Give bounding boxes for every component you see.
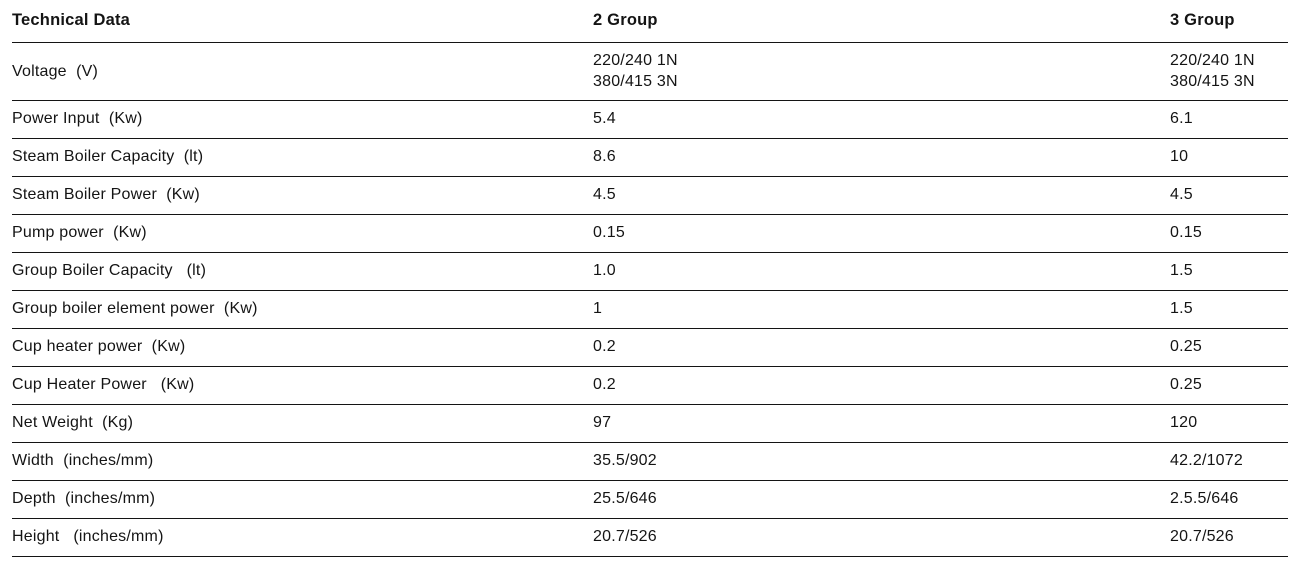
value-3-group: 120: [1170, 414, 1198, 431]
value-2-group: 0.2: [593, 376, 616, 393]
row-label: Power Input (Kw): [12, 110, 143, 127]
value-2-group: 20.7/526: [593, 528, 657, 545]
table-row: Cup heater power (Kw) 0.2 0.25: [12, 328, 1288, 366]
row-label: Height (inches/mm): [12, 528, 164, 545]
value-2-group: 1.0: [593, 262, 616, 279]
value-3-group: 1.5: [1170, 300, 1193, 317]
table-row: Net Weight (Kg) 97 120: [12, 404, 1288, 442]
column-header-2-group: 2 Group: [593, 11, 658, 30]
table-row: Width (inches/mm) 35.5/902 42.2/1072: [12, 442, 1288, 480]
table-row: Pump power (Kw) 0.15 0.15: [12, 214, 1288, 252]
row-label: Steam Boiler Capacity (lt): [12, 148, 204, 165]
technical-data-table: Technical Data 2 Group 3 Group Voltage (…: [12, 0, 1288, 557]
table-row: Depth (inches/mm) 25.5/646 2.5.5/646: [12, 480, 1288, 518]
row-label: Pump power (Kw): [12, 224, 147, 241]
value-3-group: 0.15: [1170, 224, 1202, 241]
table-row: Voltage (V) 220/240 1N 380/415 3N 220/240 …: [12, 42, 1288, 100]
table-row: Height (inches/mm) 20.7/526 20.7/526: [12, 518, 1288, 556]
row-label: Depth (inches/mm): [12, 490, 156, 507]
table-row: Group boiler element power (Kw) 1 1.5: [12, 290, 1288, 328]
value-3-group: 0.25: [1170, 376, 1202, 393]
value-3-group: 4.5: [1170, 186, 1193, 203]
value-2-group: 35.5/902: [593, 452, 657, 469]
value-3-group: 42.2/1072: [1170, 452, 1243, 469]
table-row: Cup Heater Power (Kw) 0.2 0.25: [12, 366, 1288, 404]
row-label: Voltage (V): [12, 62, 99, 80]
row-label: Group boiler element power (Kw): [12, 300, 258, 317]
table-row: Group Boiler Capacity (lt) 1.0 1.5: [12, 252, 1288, 290]
row-label: Steam Boiler Power (Kw): [12, 186, 200, 203]
table-body: Voltage (V) 220/240 1N 380/415 3N 220/240 …: [12, 42, 1288, 556]
value-2-group: 0.2: [593, 338, 616, 355]
value-2-group: 0.15: [593, 224, 625, 241]
value-2-group: 8.6: [593, 148, 616, 165]
row-label: Net Weight (Kg): [12, 414, 134, 431]
column-header-technical-data: Technical Data: [12, 11, 131, 30]
header-row: Technical Data 2 Group 3 Group: [12, 0, 1288, 42]
value-3-group: 6.1: [1170, 110, 1193, 127]
value-3-group: 1.5: [1170, 262, 1193, 279]
table-header: Technical Data 2 Group 3 Group: [12, 0, 1288, 42]
row-label: Cup Heater Power (Kw): [12, 376, 195, 393]
table-row: Steam Boiler Power (Kw) 4.5 4.5: [12, 176, 1288, 214]
value-2-group: 1: [593, 300, 603, 317]
value-2-group: 4.5: [593, 186, 616, 203]
value-3-group: 0.25: [1170, 338, 1202, 355]
value-2-group: 25.5/646: [593, 490, 657, 507]
value-3-group: 2.5.5/646: [1170, 490, 1239, 507]
table-row: Power Input (Kw) 5.4 6.1: [12, 100, 1288, 138]
value-3-group: 220/240 1N 380/415 3N: [1170, 52, 1255, 90]
column-header-3-group: 3 Group: [1170, 11, 1235, 30]
value-2-group: 97: [593, 414, 612, 431]
row-label: Group Boiler Capacity (lt): [12, 262, 207, 279]
value-2-group: 5.4: [593, 110, 616, 127]
value-3-group: 10: [1170, 148, 1189, 165]
row-label: Width (inches/mm): [12, 452, 154, 469]
value-3-group: 20.7/526: [1170, 528, 1234, 545]
table-row: Steam Boiler Capacity (lt) 8.6 10: [12, 138, 1288, 176]
value-2-group: 220/240 1N 380/415 3N: [593, 52, 678, 90]
row-label: Cup heater power (Kw): [12, 338, 186, 355]
